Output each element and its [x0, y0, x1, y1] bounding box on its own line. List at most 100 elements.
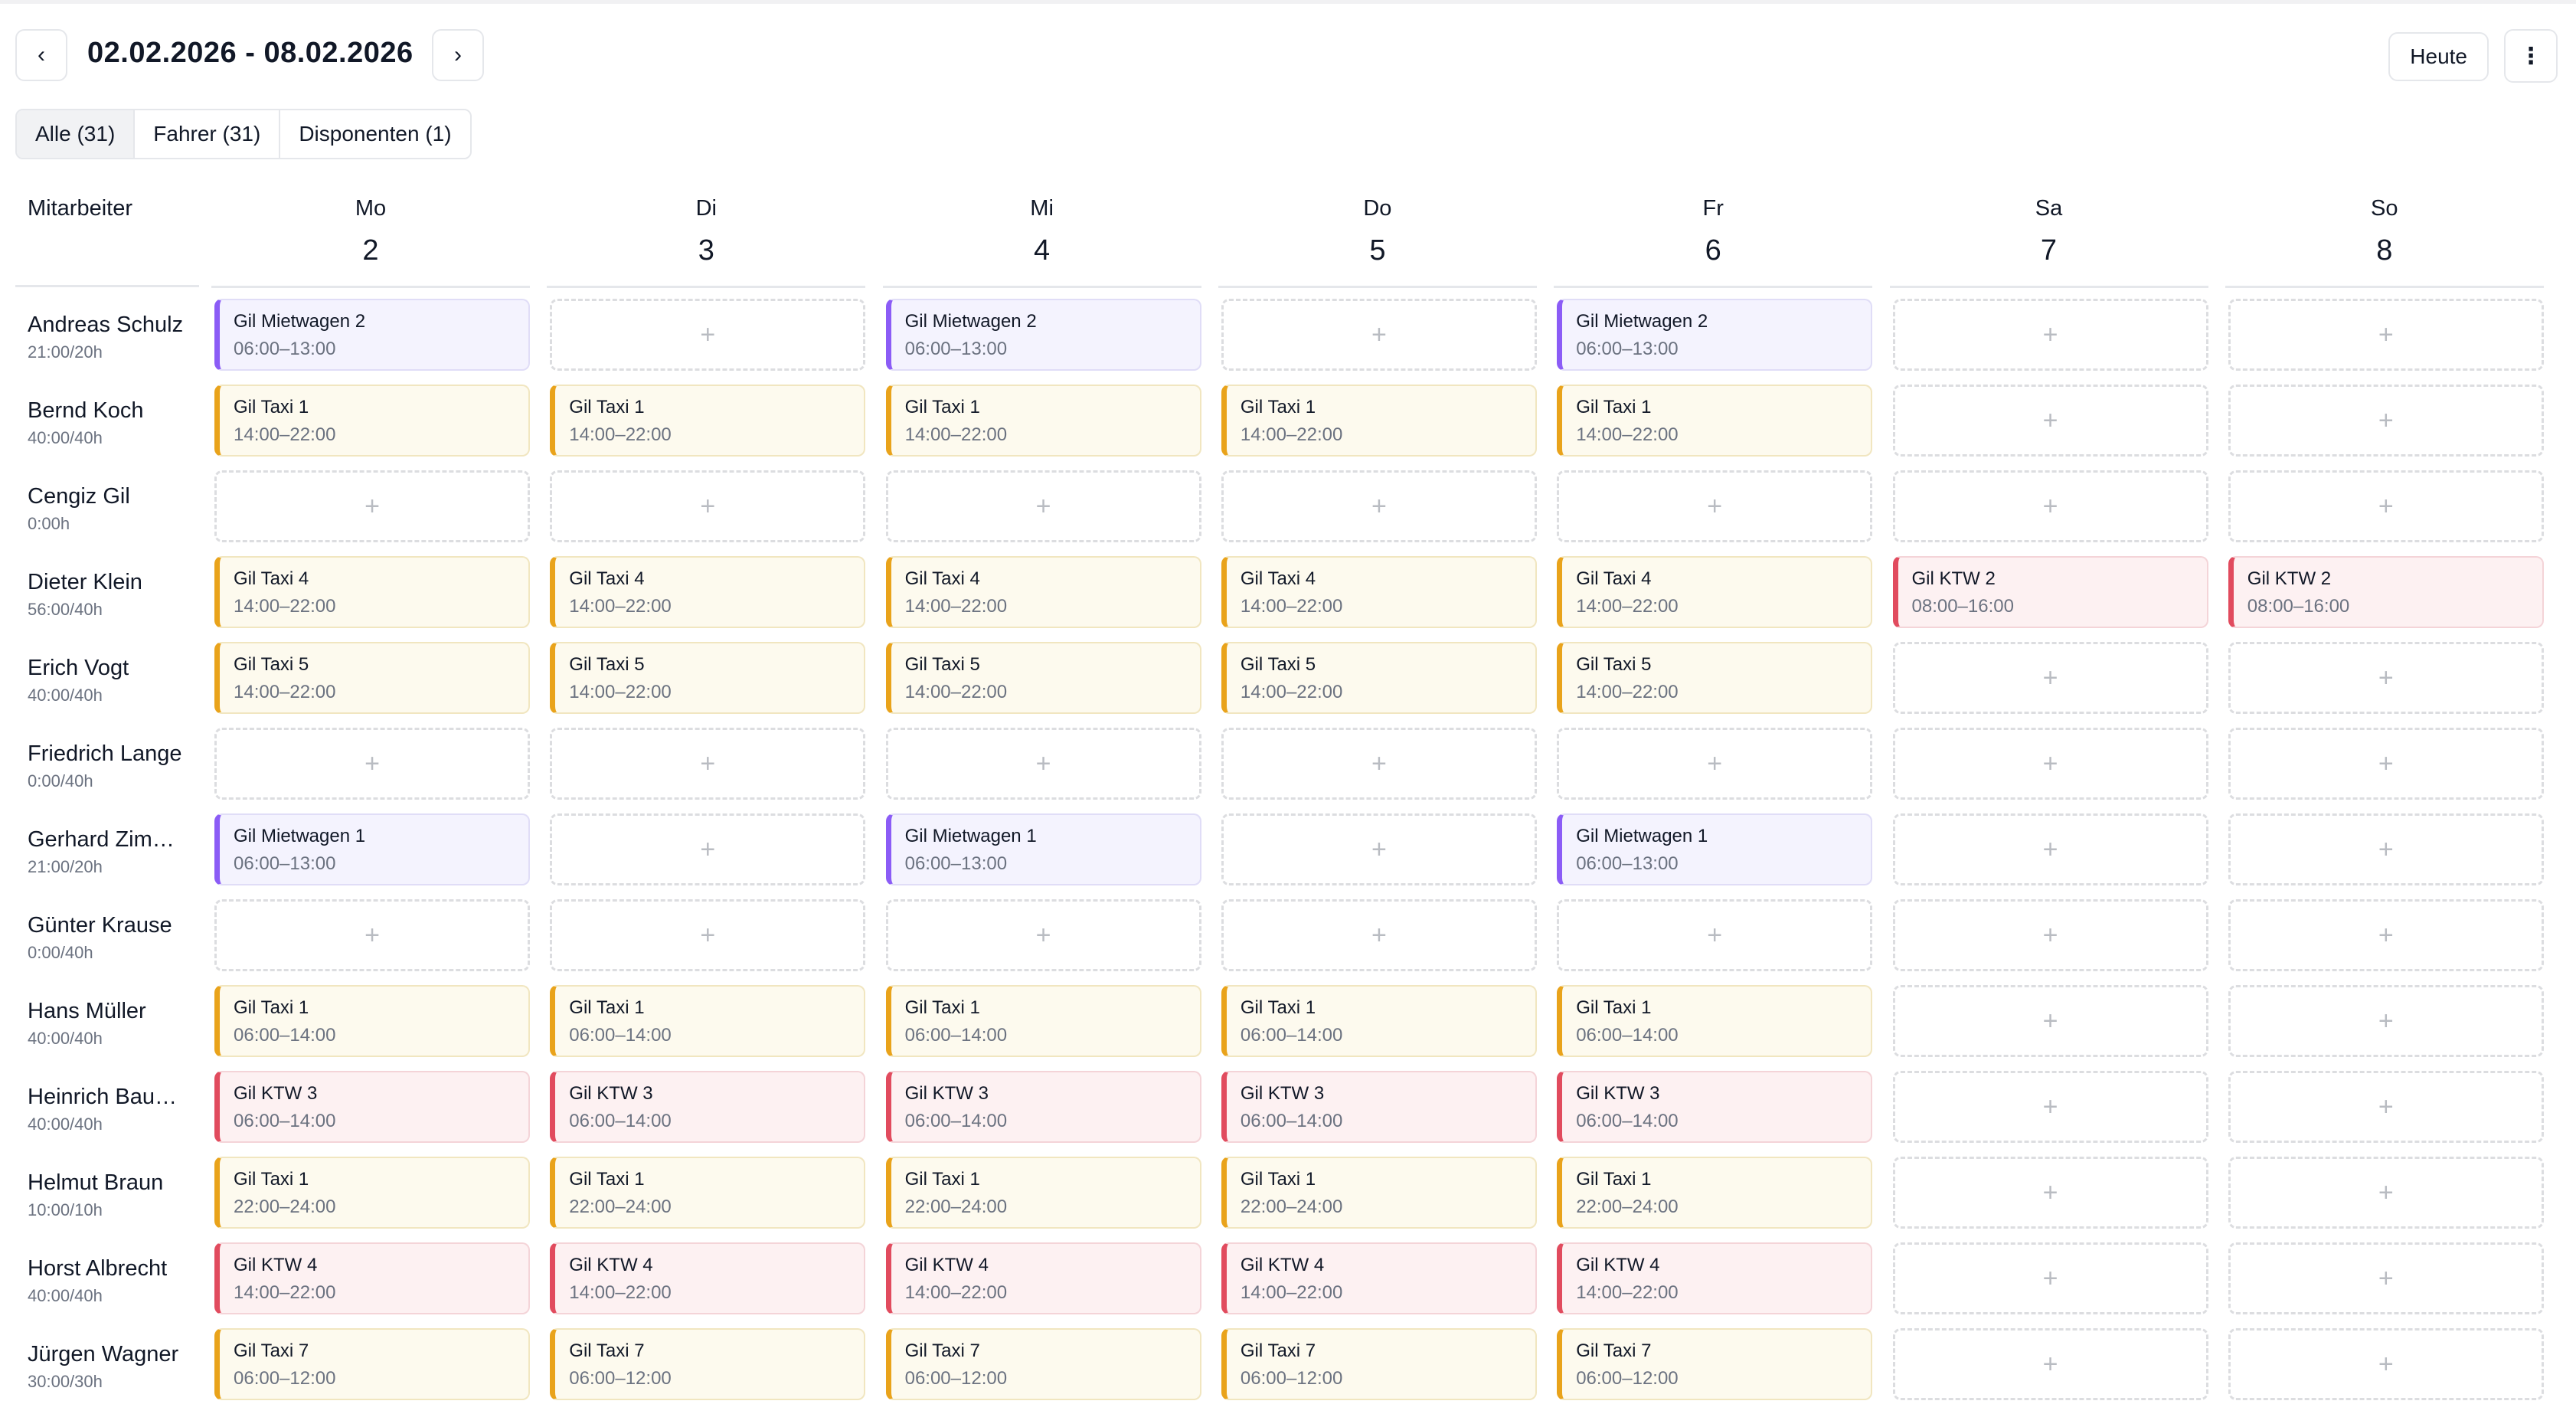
shift-card[interactable]: Gil Taxi 1 14:00–22:00 [1557, 385, 1873, 457]
add-shift-cell[interactable]: + [1892, 470, 2208, 542]
shift-card[interactable]: Gil KTW 3 06:00–14:00 [885, 1071, 1201, 1143]
add-shift-cell[interactable]: + [1221, 299, 1537, 371]
shift-card[interactable]: Gil KTW 4 14:00–22:00 [1221, 1242, 1537, 1314]
shift-card[interactable]: Gil Taxi 1 14:00–22:00 [550, 385, 866, 457]
shift-card[interactable]: Gil Taxi 4 14:00–22:00 [214, 556, 530, 628]
add-shift-cell[interactable]: + [1221, 813, 1537, 885]
add-shift-cell[interactable]: + [885, 728, 1201, 800]
add-shift-cell[interactable]: + [2228, 385, 2544, 457]
shift-card[interactable]: Gil Mietwagen 1 06:00–13:00 [885, 813, 1201, 885]
shift-card[interactable]: Gil Mietwagen 1 06:00–13:00 [214, 813, 530, 885]
prev-week-button[interactable]: ‹ [15, 29, 67, 81]
shift-card[interactable]: Gil Taxi 4 14:00–22:00 [1221, 556, 1537, 628]
add-shift-cell[interactable]: + [885, 470, 1201, 542]
shift-card[interactable]: Gil Taxi 5 14:00–22:00 [214, 642, 530, 714]
shift-card[interactable]: Gil Taxi 1 14:00–22:00 [885, 385, 1201, 457]
more-options-button[interactable]: ⋮ [2504, 29, 2558, 83]
shift-card[interactable]: Gil Taxi 5 14:00–22:00 [550, 642, 866, 714]
filter-dispatchers[interactable]: Disponenten (1) [280, 110, 470, 158]
shift-card[interactable]: Gil Taxi 5 14:00–22:00 [1557, 642, 1873, 714]
add-shift-cell[interactable]: + [2228, 470, 2544, 542]
add-shift-cell[interactable]: + [1892, 1157, 2208, 1229]
shift-card[interactable]: Gil KTW 2 08:00–16:00 [1892, 556, 2208, 628]
add-shift-cell[interactable]: + [2228, 1157, 2544, 1229]
shift-card[interactable]: Gil KTW 3 06:00–14:00 [1221, 1071, 1537, 1143]
header-divider [1218, 286, 1537, 288]
shift-card[interactable]: Gil Taxi 1 06:00–14:00 [1221, 985, 1537, 1057]
shift-card[interactable]: Gil Taxi 4 14:00–22:00 [1557, 556, 1873, 628]
shift-card[interactable]: Gil KTW 4 14:00–22:00 [550, 1242, 866, 1314]
shift-card[interactable]: Gil Taxi 1 06:00–14:00 [1557, 985, 1873, 1057]
add-shift-cell[interactable]: + [885, 899, 1201, 971]
add-shift-cell[interactable]: + [214, 728, 530, 800]
shift-card[interactable]: Gil Taxi 4 14:00–22:00 [885, 556, 1201, 628]
shift-card[interactable]: Gil Taxi 1 14:00–22:00 [214, 385, 530, 457]
add-shift-cell[interactable]: + [550, 299, 866, 371]
add-shift-cell[interactable]: + [1221, 728, 1537, 800]
add-shift-cell[interactable]: + [1892, 985, 2208, 1057]
add-shift-cell[interactable]: + [1557, 470, 1873, 542]
shift-card[interactable]: Gil Taxi 7 06:00–12:00 [1557, 1328, 1873, 1400]
shift-card[interactable]: Gil Mietwagen 1 06:00–13:00 [1557, 813, 1873, 885]
add-shift-cell[interactable]: + [1892, 385, 2208, 457]
add-shift-cell[interactable]: + [1892, 299, 2208, 371]
shift-card[interactable]: Gil KTW 3 06:00–14:00 [214, 1071, 530, 1143]
today-button[interactable]: Heute [2388, 32, 2489, 81]
add-shift-cell[interactable]: + [550, 470, 866, 542]
add-shift-cell[interactable]: + [2228, 299, 2544, 371]
shift-card[interactable]: Gil Taxi 1 14:00–22:00 [1221, 385, 1537, 457]
add-shift-cell[interactable]: + [214, 470, 530, 542]
shift-card[interactable]: Gil Taxi 5 14:00–22:00 [1221, 642, 1537, 714]
add-shift-cell[interactable]: + [1892, 1071, 2208, 1143]
filter-drivers[interactable]: Fahrer (31) [135, 110, 281, 158]
shift-card[interactable]: Gil Taxi 1 22:00–24:00 [885, 1157, 1201, 1229]
add-shift-cell[interactable]: + [1892, 728, 2208, 800]
add-shift-cell[interactable]: + [1557, 899, 1873, 971]
shift-card[interactable]: Gil Taxi 1 06:00–14:00 [885, 985, 1201, 1057]
shift-card[interactable]: Gil Taxi 1 06:00–14:00 [214, 985, 530, 1057]
add-shift-cell[interactable]: + [1221, 470, 1537, 542]
shift-card[interactable]: Gil Taxi 7 06:00–12:00 [214, 1328, 530, 1400]
add-shift-cell[interactable]: + [2228, 1071, 2544, 1143]
add-shift-cell[interactable]: + [2228, 642, 2544, 714]
shift-card[interactable]: Gil KTW 2 08:00–16:00 [2228, 556, 2544, 628]
shift-card[interactable]: Gil KTW 3 06:00–14:00 [1557, 1071, 1873, 1143]
shift-card[interactable]: Gil KTW 4 14:00–22:00 [214, 1242, 530, 1314]
add-shift-cell[interactable]: + [1892, 1242, 2208, 1314]
add-shift-cell[interactable]: + [1557, 728, 1873, 800]
shift-card[interactable]: Gil Taxi 1 22:00–24:00 [214, 1157, 530, 1229]
shift-card[interactable]: Gil Taxi 1 06:00–14:00 [550, 985, 866, 1057]
shift-card[interactable]: Gil Taxi 1 22:00–24:00 [550, 1157, 866, 1229]
add-shift-cell[interactable]: + [2228, 1242, 2544, 1314]
shift-card[interactable]: Gil Taxi 4 14:00–22:00 [550, 556, 866, 628]
add-shift-cell[interactable]: + [2228, 985, 2544, 1057]
filter-all[interactable]: Alle (31) [17, 110, 136, 158]
add-shift-cell[interactable]: + [2228, 813, 2544, 885]
shift-card[interactable]: Gil Taxi 5 14:00–22:00 [885, 642, 1201, 714]
add-shift-cell[interactable]: + [1892, 813, 2208, 885]
shift-card[interactable]: Gil Mietwagen 2 06:00–13:00 [1557, 299, 1873, 371]
shift-card[interactable]: Gil KTW 3 06:00–14:00 [550, 1071, 866, 1143]
shift-card[interactable]: Gil Taxi 7 06:00–12:00 [1221, 1328, 1537, 1400]
add-shift-cell[interactable]: + [550, 813, 866, 885]
add-shift-cell[interactable]: + [1892, 1328, 2208, 1400]
add-shift-cell[interactable]: + [2228, 728, 2544, 800]
add-shift-cell[interactable]: + [1892, 642, 2208, 714]
add-shift-cell[interactable]: + [214, 899, 530, 971]
add-shift-cell[interactable]: + [2228, 899, 2544, 971]
day-header-mo: Mo 2 [211, 181, 530, 288]
add-shift-cell[interactable]: + [1892, 899, 2208, 971]
add-shift-cell[interactable]: + [550, 899, 866, 971]
shift-card[interactable]: Gil Taxi 1 22:00–24:00 [1557, 1157, 1873, 1229]
shift-card[interactable]: Gil KTW 4 14:00–22:00 [885, 1242, 1201, 1314]
shift-card[interactable]: Gil KTW 4 14:00–22:00 [1557, 1242, 1873, 1314]
shift-card[interactable]: Gil Taxi 7 06:00–12:00 [885, 1328, 1201, 1400]
add-shift-cell[interactable]: + [550, 728, 866, 800]
shift-card[interactable]: Gil Taxi 7 06:00–12:00 [550, 1328, 866, 1400]
shift-card[interactable]: Gil Mietwagen 2 06:00–13:00 [885, 299, 1201, 371]
shift-card[interactable]: Gil Mietwagen 2 06:00–13:00 [214, 299, 530, 371]
next-week-button[interactable]: › [432, 29, 484, 81]
add-shift-cell[interactable]: + [2228, 1328, 2544, 1400]
add-shift-cell[interactable]: + [1221, 899, 1537, 971]
shift-card[interactable]: Gil Taxi 1 22:00–24:00 [1221, 1157, 1537, 1229]
